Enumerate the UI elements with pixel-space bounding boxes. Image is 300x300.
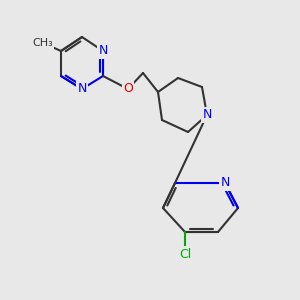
Text: N: N [98,44,108,58]
Text: N: N [77,82,87,95]
Text: O: O [123,82,133,95]
Text: N: N [202,109,212,122]
Text: N: N [220,176,230,190]
Text: Cl: Cl [179,248,191,260]
Text: CH₃: CH₃ [33,38,53,48]
